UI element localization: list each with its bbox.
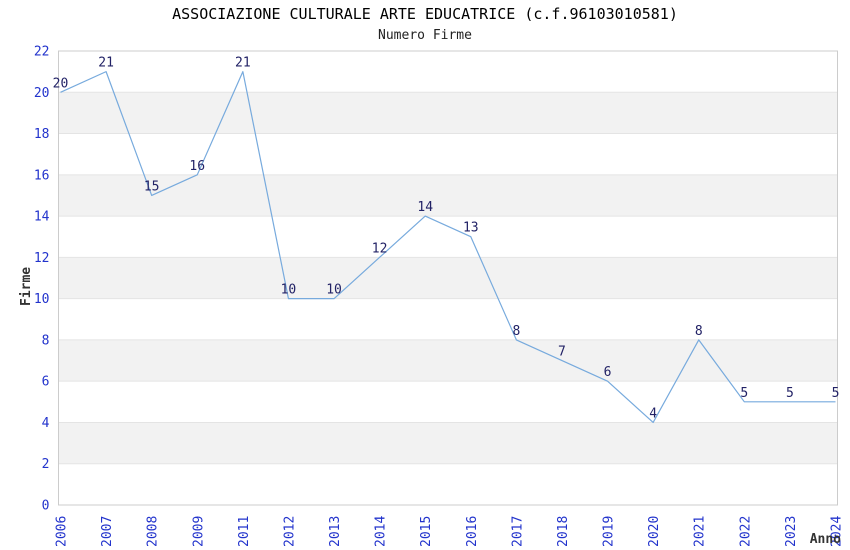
y-tick-label: 14 xyxy=(34,210,50,225)
point-label: 16 xyxy=(189,159,205,174)
x-tick-label: 2024 xyxy=(830,516,845,547)
grid-band-gray xyxy=(58,174,838,217)
x-tick-label: 2022 xyxy=(738,516,753,547)
point-label: 10 xyxy=(281,283,297,298)
point-label: 5 xyxy=(740,386,748,401)
x-tick-label: 2015 xyxy=(419,516,434,547)
y-tick-label: 18 xyxy=(34,127,50,142)
point-label: 15 xyxy=(144,179,160,194)
grid-band-white xyxy=(58,381,838,423)
grid-band-gray xyxy=(58,257,838,299)
y-tick-label: 22 xyxy=(34,45,50,60)
point-label: 8 xyxy=(695,324,703,339)
point-label: 21 xyxy=(98,56,114,71)
y-tick-label: 6 xyxy=(42,375,50,390)
x-tick-label: 2023 xyxy=(784,516,799,547)
x-tick-label: 2018 xyxy=(556,516,571,547)
grid-band-gray xyxy=(58,422,838,464)
y-axis-title: Firme xyxy=(19,267,34,306)
point-label: 13 xyxy=(463,221,479,236)
point-label: 14 xyxy=(417,200,433,215)
x-tick-label: 2020 xyxy=(647,516,662,547)
x-tick-label: 2016 xyxy=(465,516,480,547)
point-label: 7 xyxy=(558,345,566,360)
x-tick-label: 2021 xyxy=(693,516,708,547)
x-tick-label: 2017 xyxy=(510,516,525,547)
x-tick-label: 2008 xyxy=(146,516,161,547)
grid-band-white xyxy=(58,463,838,505)
x-axis-title: Anno xyxy=(810,532,841,547)
point-label: 6 xyxy=(604,365,612,380)
grid-band-white xyxy=(58,51,838,93)
x-tick-label: 2019 xyxy=(602,516,617,547)
y-tick-label: 20 xyxy=(34,86,50,101)
x-tick-label: 2007 xyxy=(100,516,115,547)
x-tick-label: 2006 xyxy=(55,516,70,547)
point-label: 5 xyxy=(832,386,840,401)
point-label: 10 xyxy=(326,283,342,298)
point-label: 21 xyxy=(235,56,251,71)
grid-band-gray xyxy=(58,92,838,134)
y-tick-label: 0 xyxy=(42,499,50,514)
x-tick-label: 2011 xyxy=(237,516,252,547)
x-tick-label: 2009 xyxy=(191,516,206,547)
chart-title: ASSOCIAZIONE CULTURALE ARTE EDUCATRICE (… xyxy=(172,5,678,23)
y-tick-label: 2 xyxy=(42,457,50,472)
y-tick-label: 10 xyxy=(34,292,50,307)
point-label: 20 xyxy=(53,76,69,91)
y-tick-label: 16 xyxy=(34,168,50,183)
x-tick-label: 2012 xyxy=(282,516,297,547)
y-tick-label: 12 xyxy=(34,251,50,266)
point-label: 8 xyxy=(512,324,520,339)
grid-band-white xyxy=(58,133,838,175)
data-line xyxy=(60,71,836,424)
grid-band-white xyxy=(58,298,838,340)
y-tick-label: 4 xyxy=(42,416,50,431)
grid-band-gray xyxy=(58,339,838,382)
point-label: 5 xyxy=(786,386,794,401)
plot-border xyxy=(58,50,838,506)
x-tick-label: 2014 xyxy=(374,516,389,547)
x-tick-label: 2013 xyxy=(328,516,343,547)
chart-subtitle: Numero Firme xyxy=(378,28,472,43)
grid-band-white xyxy=(58,216,838,258)
point-label: 4 xyxy=(649,406,657,421)
y-tick-label: 8 xyxy=(42,333,50,348)
point-label: 12 xyxy=(372,241,388,256)
